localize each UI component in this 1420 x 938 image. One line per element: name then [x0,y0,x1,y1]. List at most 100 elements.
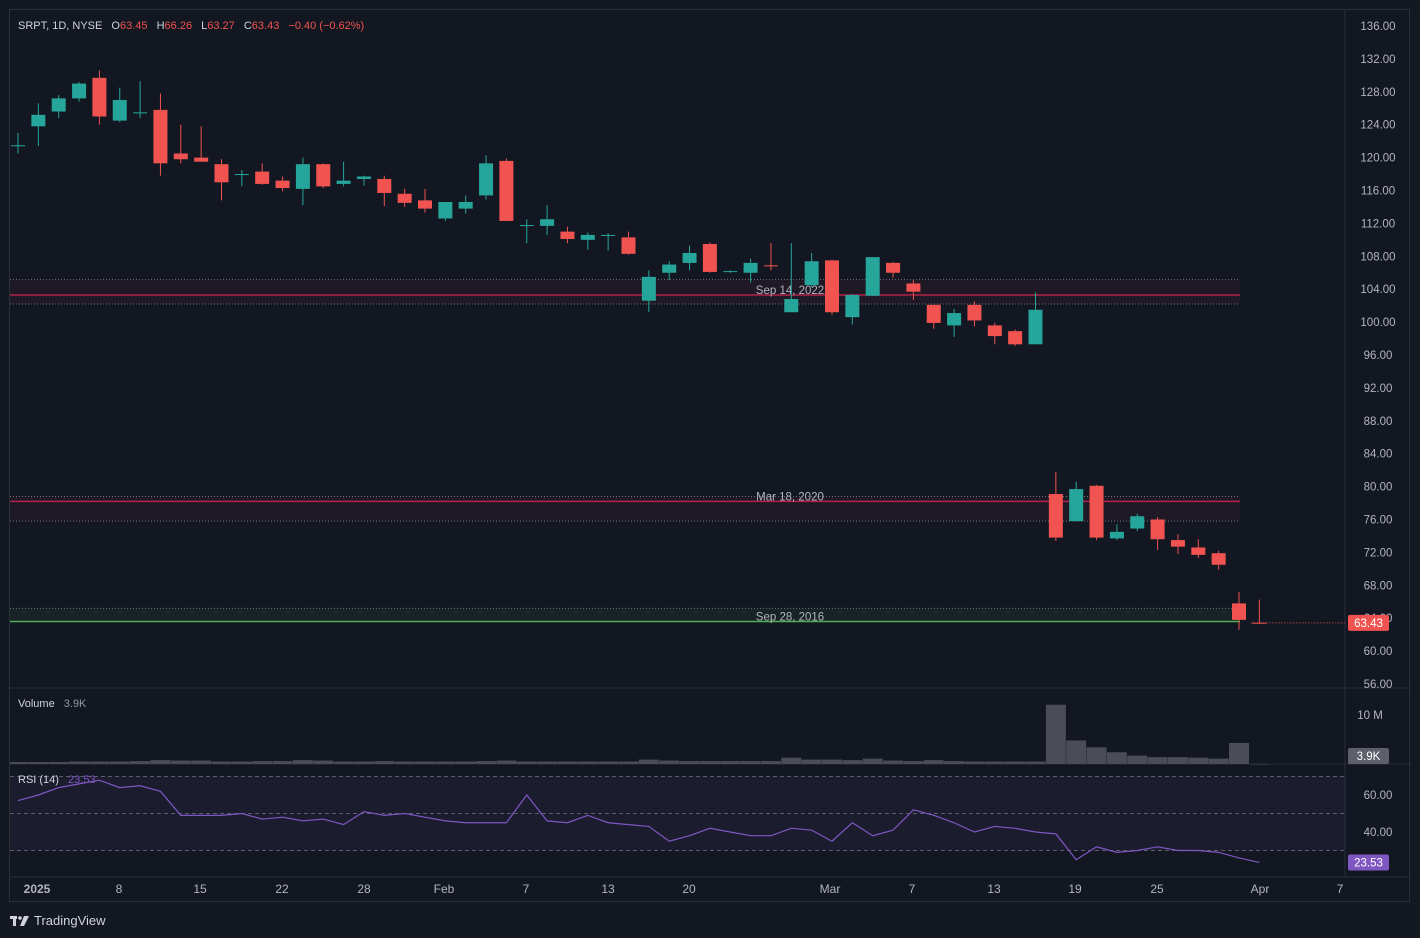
candle-body [987,325,1002,337]
volume-bar [476,761,497,764]
volume-bar [659,760,680,764]
rsi-last-label: 23.53 [1354,857,1383,869]
candle-body [926,304,941,323]
price-tick-label: 124.00 [1360,120,1395,132]
volume-last-tag [1348,748,1389,764]
volume-bar [353,761,374,764]
price-tick-label: 80.00 [1364,482,1393,494]
candle [1170,534,1185,555]
candle-body [316,164,331,187]
volume-last-label: 3.9K [1357,751,1381,763]
volume-value: 3.9K [64,698,87,710]
price-tick-label: 60.00 [1364,646,1393,658]
candle [1048,471,1063,541]
candle-body [784,299,799,313]
volume-bar [272,761,293,764]
price-tick-label: 56.00 [1364,679,1393,691]
zone-label: Mar 18, 2020 [756,491,824,503]
candle [479,155,494,200]
price-tick-label: 120.00 [1360,153,1395,165]
volume-bar [1208,758,1229,764]
volume-bar [415,761,435,764]
candle-body [479,163,494,196]
candle [1211,550,1226,570]
candle-body [92,77,107,117]
time-tick-label: 8 [116,882,123,896]
rsi-last-tag [1348,854,1389,871]
candle-body [72,83,87,99]
zone-label: Sep 14, 2022 [756,285,824,297]
candle-body [621,237,636,254]
zone-band [10,279,1240,305]
grid-layer [10,10,1411,878]
candle-body [662,264,677,273]
rsi-tick-label: 40.00 [1364,827,1393,839]
candle [967,301,982,327]
candle-body [1211,553,1226,565]
candle-body [397,193,412,203]
tradingview-brand: TradingView [34,913,106,928]
volume-bar [1025,761,1046,764]
candle-body [275,180,290,189]
candle-body [1069,489,1084,522]
volume-bar [720,761,741,764]
price-tick-label: 116.00 [1361,186,1395,198]
volume-bar [801,759,822,764]
volume-bar [109,761,130,764]
rsi-tick-label: 60.00 [1364,790,1393,802]
volume-bar [394,761,415,764]
time-tick-label: 7 [1337,882,1344,896]
time-tick-label: 28 [357,882,371,896]
chart-frame[interactable]: Sep 14, 2022 Mar 18, 2020 Sep 28, 2016 136… [8,9,1411,903]
candle-body [295,164,310,189]
price-tick-label: 112.00 [1361,218,1395,230]
tradingview-logo-icon [10,915,29,926]
volume-bar [638,759,659,764]
candle [987,322,1002,345]
volume-label[interactable]: Volume [18,698,55,710]
price-tick-label: 128.00 [1360,87,1395,99]
volume-bar [252,761,273,764]
candle [601,233,616,251]
candle-body [540,219,555,226]
candle [336,161,351,187]
volume-bar [618,761,639,764]
rsi-label[interactable]: RSI (14) [18,774,59,786]
candle-body [255,171,270,184]
candle [540,205,555,235]
candle [418,188,432,213]
volume-bar [781,757,802,764]
tradingview-logo[interactable]: TradingView [10,913,106,928]
candle [1130,513,1145,532]
zone-label: Sep 28, 2016 [756,611,824,623]
time-tick-label: 20 [682,882,696,896]
volume-bar [862,758,883,764]
candle-body [458,202,473,209]
price-tick-label: 92.00 [1364,383,1393,395]
candle-body [1089,485,1104,538]
candle [458,195,473,214]
candle-body [1008,331,1023,345]
volume-bar [1127,755,1148,764]
candle-body [499,160,514,221]
volume-bar [292,760,313,764]
candle-body [194,157,209,162]
candle-body [1232,603,1246,620]
candle [560,226,575,244]
candle [825,259,839,315]
time-tick-label: 7 [523,882,530,896]
candle-body [112,100,127,121]
candle-body [1150,519,1165,540]
candle [438,202,453,221]
candle-body [1170,540,1185,547]
change-value: −0.40 (−0.62%) [288,20,364,32]
symbol-title[interactable]: SRPT, 1D, NYSE [18,20,102,32]
candle [1150,517,1165,550]
volume-bar [903,761,924,764]
high-label: H [157,20,165,32]
candle [621,231,636,255]
candle [1028,292,1043,345]
candle [1252,599,1267,625]
volume-bar [842,760,863,764]
